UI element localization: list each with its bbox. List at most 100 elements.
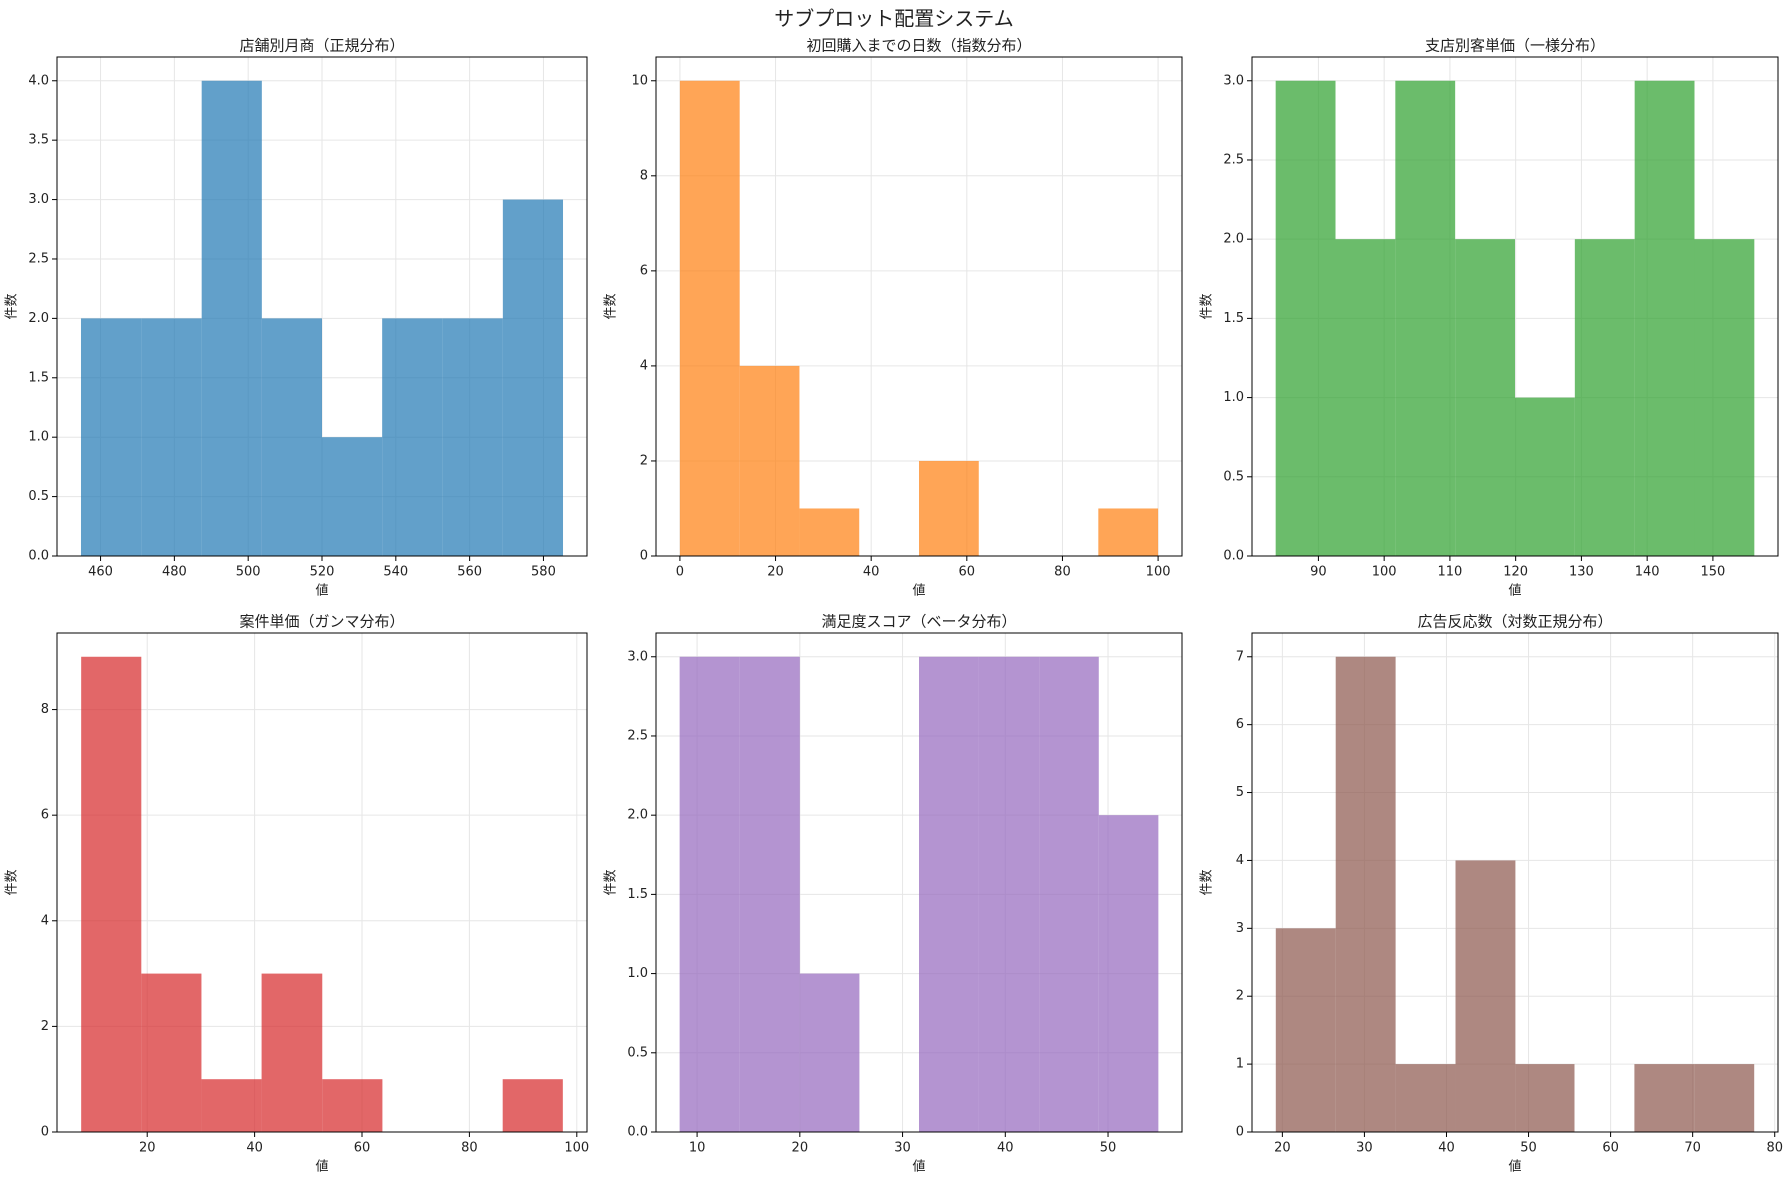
x-tick-label: 130 [1569, 565, 1594, 580]
x-tick-label: 40 [1438, 1141, 1455, 1156]
y-tick-label: 2.5 [28, 251, 49, 266]
y-tick-label: 4 [640, 358, 648, 373]
x-tick-label: 30 [894, 1141, 911, 1156]
y-tick-label: 4.0 [28, 73, 49, 88]
y-tick-label: 6 [640, 263, 648, 278]
y-tick-label: 2.0 [1223, 232, 1244, 247]
bar [679, 656, 740, 1132]
bar [1574, 239, 1635, 556]
x-tick-label: 10 [689, 1141, 706, 1156]
y-axis-label: 件数 [1200, 293, 1215, 319]
y-tick-label: 2.5 [1223, 152, 1244, 167]
subplot-title: 初回購入までの日数（指数分布） [806, 37, 1031, 55]
bar [679, 80, 740, 556]
subplot-title: 支店別客単価（一様分布） [1425, 37, 1605, 55]
x-axis-label: 値 [912, 583, 925, 599]
x-axis-label: 値 [912, 1159, 925, 1175]
bar [978, 656, 1040, 1132]
y-tick-label: 0.5 [28, 489, 49, 504]
bar [1634, 80, 1695, 556]
bar [502, 1079, 563, 1132]
y-tick-label: 10 [631, 73, 648, 88]
x-tick-label: 100 [1372, 565, 1397, 580]
x-tick-label: 40 [246, 1141, 263, 1156]
bar [201, 80, 262, 556]
x-tick-label: 60 [354, 1141, 371, 1156]
y-tick-label: 5 [1236, 785, 1244, 800]
x-tick-label: 500 [236, 565, 261, 580]
y-axis-label: 件数 [5, 293, 20, 319]
subplot-title: 案件単価（ガンマ分布） [239, 613, 404, 631]
x-axis-label: 値 [1508, 1159, 1521, 1175]
x-tick-label: 90 [1310, 565, 1327, 580]
y-tick-label: 8 [640, 168, 648, 183]
bar [141, 318, 202, 556]
axes-frame [655, 632, 1183, 1133]
y-tick-label: 1.5 [28, 370, 49, 385]
y-tick-label: 7 [1236, 649, 1244, 664]
bar [1395, 1064, 1456, 1132]
y-tick-label: 1.5 [627, 887, 648, 902]
bar [1455, 860, 1516, 1132]
x-tick-label: 20 [1274, 1141, 1291, 1156]
y-tick-label: 1.0 [627, 966, 648, 981]
bar [261, 973, 323, 1132]
y-tick-label: 4 [41, 913, 49, 928]
x-tick-label: 120 [1503, 565, 1528, 580]
bar [1335, 239, 1396, 556]
x-tick-label: 100 [564, 1141, 589, 1156]
bar [1694, 239, 1755, 556]
bar [1634, 1064, 1695, 1132]
y-tick-label: 8 [41, 702, 49, 717]
bar [442, 318, 503, 556]
y-tick-label: 3 [1236, 921, 1244, 936]
subplot-title: 満足度スコア（ベータ分布） [821, 613, 1016, 631]
y-tick-label: 2.5 [627, 728, 648, 743]
bar [1694, 1064, 1755, 1132]
x-tick-label: 20 [767, 565, 784, 580]
y-tick-label: 2 [1236, 989, 1244, 1004]
bar [80, 318, 142, 556]
bar [1515, 1064, 1575, 1132]
y-tick-label: 0.5 [627, 1045, 648, 1060]
x-tick-label: 80 [1766, 1141, 1783, 1156]
x-tick-label: 560 [457, 565, 482, 580]
bar [502, 199, 564, 557]
y-tick-label: 6 [1236, 717, 1244, 732]
bar [1098, 815, 1159, 1132]
bar [739, 656, 800, 1132]
bar [799, 973, 860, 1132]
y-tick-label: 0 [640, 549, 648, 564]
x-tick-label: 540 [383, 565, 408, 580]
x-tick-label: 140 [1635, 565, 1660, 580]
y-tick-label: 0.0 [627, 1125, 648, 1140]
bar [919, 656, 979, 1132]
bar [322, 437, 383, 556]
y-tick-label: 2.0 [627, 808, 648, 823]
x-tick-label: 0 [676, 565, 684, 580]
y-tick-label: 0 [41, 1125, 49, 1140]
x-tick-label: 20 [792, 1141, 809, 1156]
bar [382, 318, 443, 556]
y-tick-label: 0.0 [28, 549, 49, 564]
x-axis-label: 値 [315, 1159, 328, 1175]
axes-frame [1251, 56, 1779, 557]
y-tick-label: 1.0 [28, 430, 49, 445]
x-tick-label: 40 [863, 565, 880, 580]
x-tick-label: 80 [1054, 565, 1071, 580]
x-tick-label: 480 [162, 565, 187, 580]
bar [1275, 928, 1336, 1132]
y-tick-label: 1.0 [1223, 390, 1244, 405]
bar [201, 1079, 262, 1132]
y-axis-label: 件数 [604, 869, 619, 895]
bar [1455, 239, 1515, 556]
axes-frame [1251, 632, 1779, 1133]
y-tick-label: 2.0 [28, 311, 49, 326]
bar [1515, 397, 1575, 556]
y-tick-label: 1 [1236, 1057, 1244, 1072]
subplot-title: 広告反応数（対数正規分布） [1417, 613, 1612, 631]
axes-frame [56, 56, 588, 557]
bar [1275, 80, 1336, 556]
bar [1039, 656, 1099, 1132]
